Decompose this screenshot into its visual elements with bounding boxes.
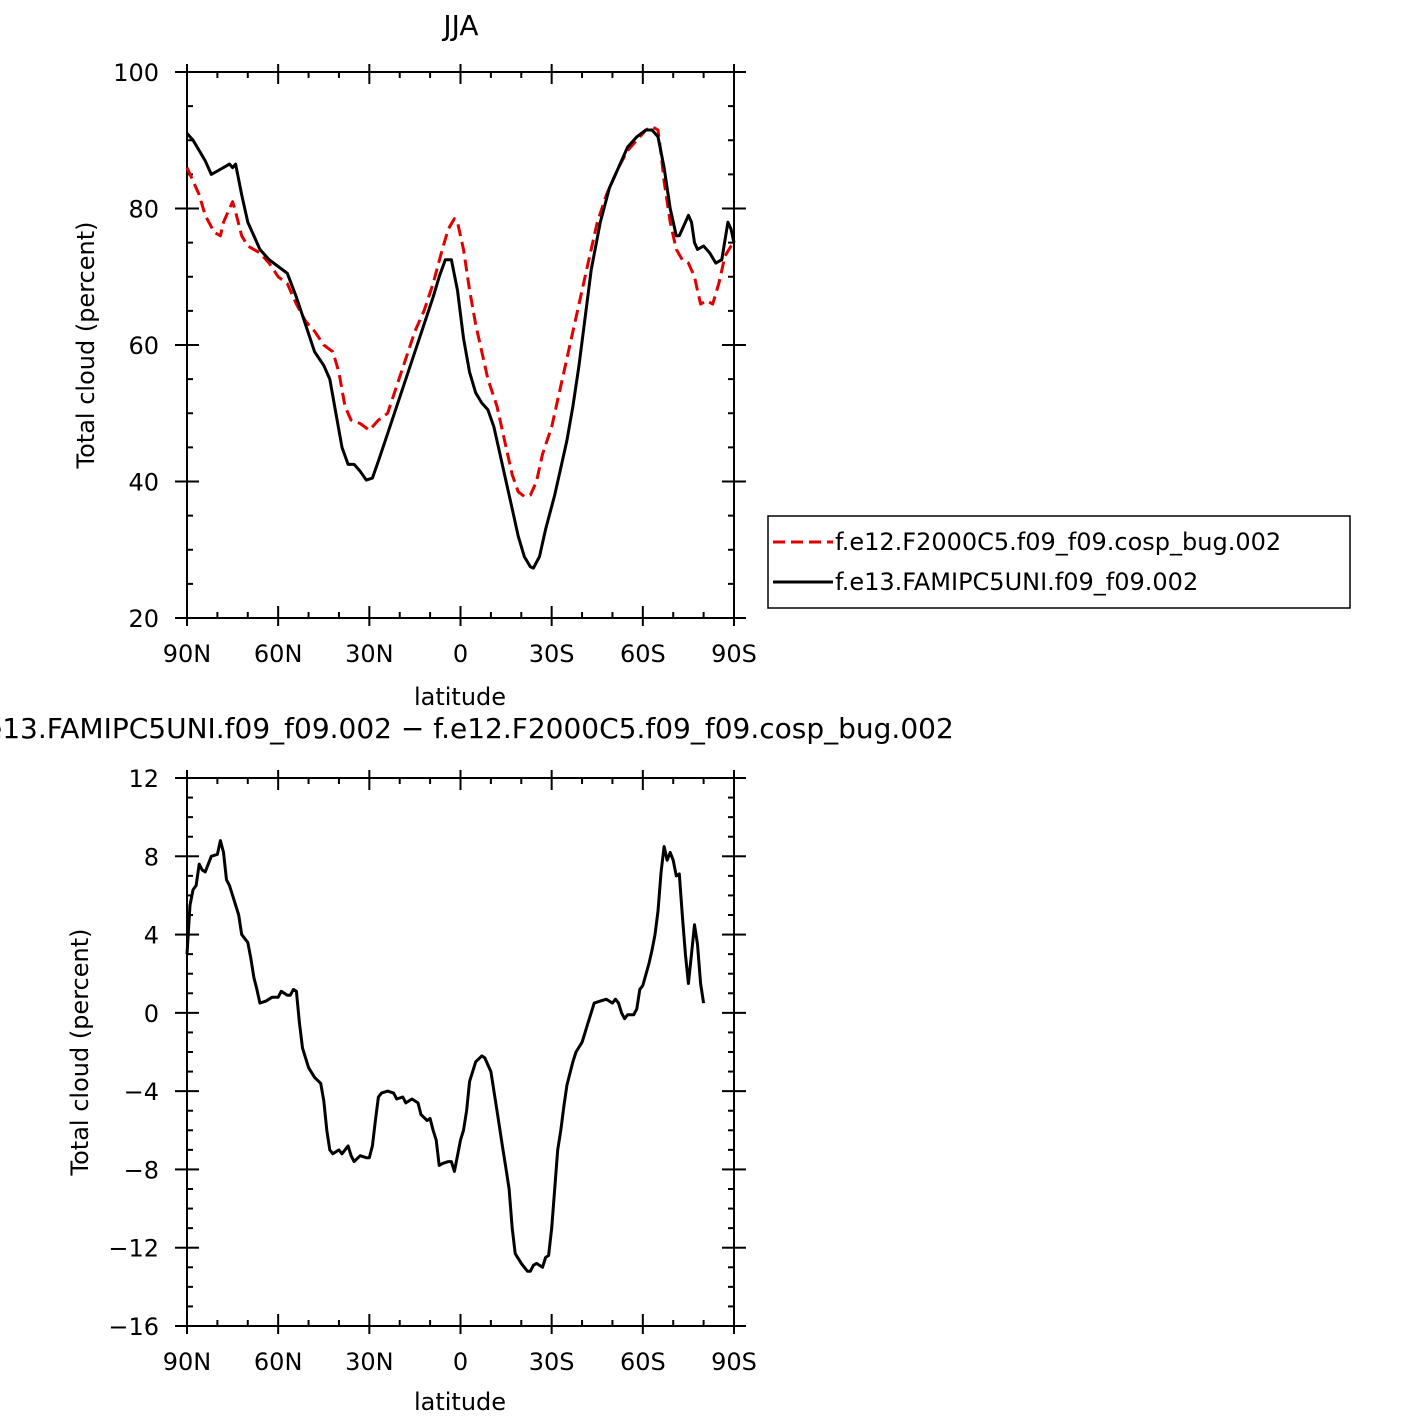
bottom-plot-frame — [186, 777, 735, 1327]
legend-box — [767, 515, 1351, 609]
y-tick-label: −12 — [108, 1235, 159, 1263]
y-tick-label: 0 — [144, 1000, 159, 1028]
x-tick-label: 60N — [254, 1348, 303, 1376]
y-tick-label: 80 — [128, 196, 159, 224]
series-line-1 — [185, 839, 706, 1273]
x-tick-label: 60S — [620, 1348, 666, 1376]
top-plot-series — [185, 125, 736, 570]
bottom-plot-y-axis-label: Total cloud (percent) — [66, 929, 94, 1177]
bottom-plot-x-tick-labels: 90N 60N 30N 0 30S 60S 90S — [163, 1348, 757, 1376]
top-plot-title: JJA — [441, 9, 478, 42]
top-plot-x-axis-label: latitude — [414, 683, 506, 711]
y-tick-label: 20 — [128, 605, 159, 633]
y-tick-label: 100 — [113, 59, 159, 87]
bottom-plot-series — [185, 839, 706, 1273]
legend-label-series-1: f.e12.F2000C5.f09_f09.cosp_bug.002 — [835, 528, 1281, 556]
x-tick-label: 90N — [163, 1348, 212, 1376]
bottom-plot-x-axis-label: latitude — [414, 1388, 506, 1416]
top-plot: JJA 20 40 60 80 100 90N 60N 30N 0 30S 60S 90S Tota… — [72, 9, 1351, 711]
x-tick-label: 30S — [529, 640, 575, 668]
y-tick-label: 40 — [128, 469, 159, 497]
y-tick-label: −4 — [124, 1078, 159, 1106]
bottom-plot-y-tick-labels: −16 −12 −8 −4 0 4 8 12 — [108, 765, 159, 1341]
x-tick-label: 90S — [711, 640, 757, 668]
top-plot-ticks — [175, 64, 746, 626]
x-tick-label: 90N — [163, 640, 212, 668]
bottom-plot-ticks — [175, 770, 746, 1334]
x-tick-label: 60N — [254, 640, 303, 668]
x-tick-label: 60S — [620, 640, 666, 668]
y-tick-label: −16 — [108, 1313, 159, 1341]
series-line-1 — [185, 125, 736, 498]
y-tick-label: 12 — [128, 765, 159, 793]
bottom-plot-title: f.e13.FAMIPC5UNI.f09_f09.002 − f.e12.F20… — [0, 712, 954, 745]
legend-label-series-2: f.e13.FAMIPC5UNI.f09_f09.002 — [835, 568, 1198, 596]
y-tick-label: −8 — [124, 1156, 159, 1184]
x-tick-label: 30N — [345, 1348, 394, 1376]
top-plot-x-tick-labels: 90N 60N 30N 0 30S 60S 90S — [163, 640, 757, 668]
x-tick-label: 90S — [711, 1348, 757, 1376]
top-plot-frame — [186, 71, 735, 619]
y-tick-label: 60 — [128, 332, 159, 360]
series-line-2 — [185, 128, 736, 570]
top-plot-y-axis-label: Total cloud (percent) — [72, 222, 100, 470]
bottom-plot: f.e13.FAMIPC5UNI.f09_f09.002 − f.e12.F20… — [0, 712, 954, 1416]
top-plot-legend: f.e12.F2000C5.f09_f09.cosp_bug.002 f.e13… — [767, 515, 1351, 609]
y-tick-label: 4 — [144, 922, 159, 950]
x-tick-label: 0 — [453, 1348, 468, 1376]
y-tick-label: 8 — [144, 843, 159, 871]
x-tick-label: 0 — [453, 640, 468, 668]
top-plot-y-tick-labels: 20 40 60 80 100 — [113, 59, 159, 633]
x-tick-label: 30S — [529, 1348, 575, 1376]
x-tick-label: 30N — [345, 640, 394, 668]
